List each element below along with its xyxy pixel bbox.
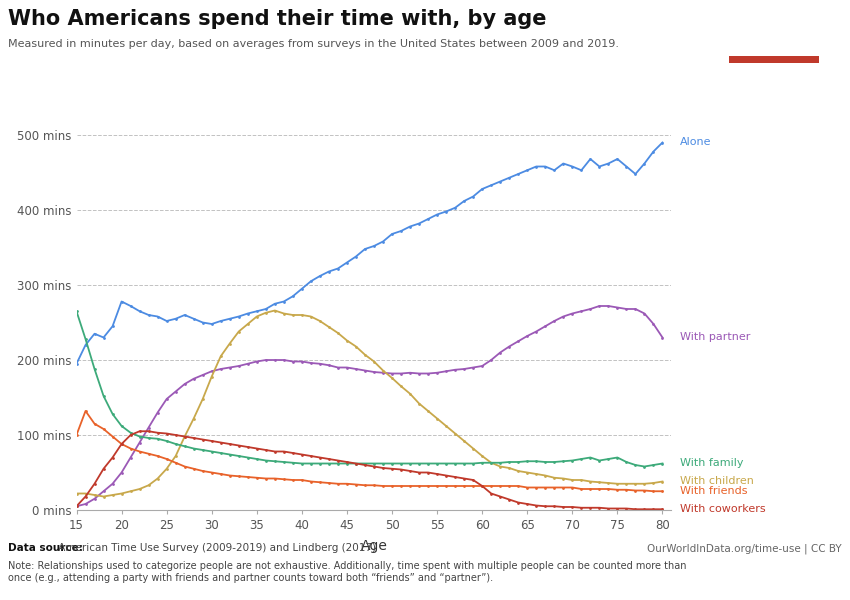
Bar: [729, 56, 819, 63]
Text: in Data: in Data: [752, 40, 796, 50]
Text: With children: With children: [680, 476, 754, 487]
Text: Alone: Alone: [680, 137, 711, 148]
Text: Our World: Our World: [743, 23, 805, 34]
X-axis label: Age: Age: [360, 539, 388, 553]
Text: American Time Use Survey (2009-2019) and Lindberg (2017): American Time Use Survey (2009-2019) and…: [55, 543, 377, 553]
Text: With coworkers: With coworkers: [680, 504, 766, 514]
Text: Measured in minutes per day, based on averages from surveys in the United States: Measured in minutes per day, based on av…: [8, 39, 620, 49]
Text: With family: With family: [680, 458, 744, 469]
Text: OurWorldInData.org/time-use | CC BY: OurWorldInData.org/time-use | CC BY: [647, 543, 842, 553]
Text: With friends: With friends: [680, 486, 747, 496]
Text: Who Americans spend their time with, by age: Who Americans spend their time with, by …: [8, 9, 547, 29]
Text: Note: Relationships used to categorize people are not exhaustive. Additionally, : Note: Relationships used to categorize p…: [8, 561, 687, 583]
Text: Data source:: Data source:: [8, 543, 83, 553]
Text: With partner: With partner: [680, 332, 751, 343]
